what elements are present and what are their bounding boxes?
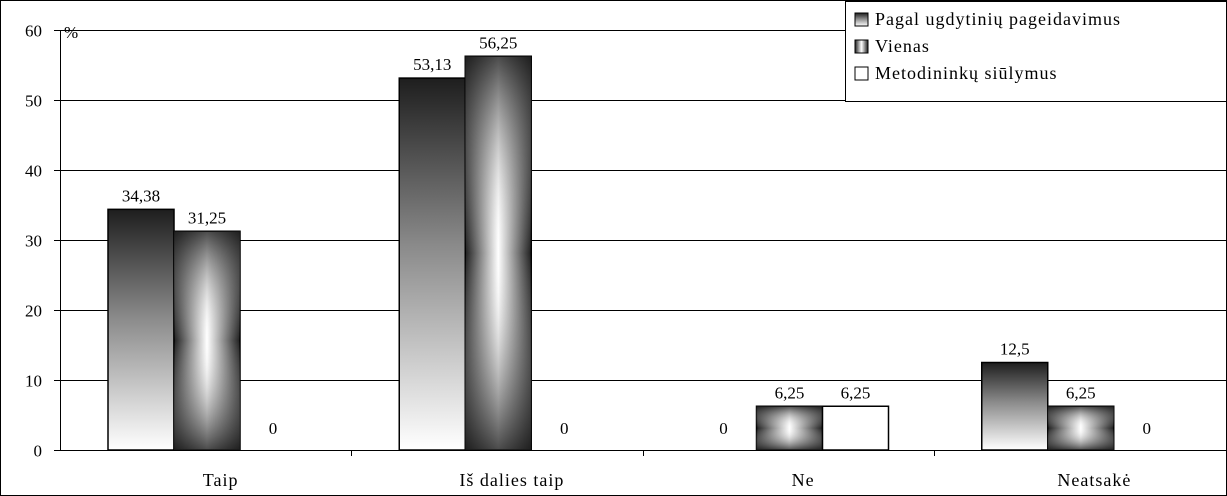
- y-tick-label: 40: [25, 162, 42, 181]
- data-label: 0: [719, 419, 728, 438]
- data-label: 0: [269, 419, 278, 438]
- bar: [821, 405, 890, 451]
- y-tick-label: 30: [25, 232, 42, 251]
- data-label: 0: [1143, 419, 1152, 438]
- bars: [107, 55, 1115, 451]
- y-tick-label: 20: [25, 302, 42, 321]
- data-label: 56,25: [479, 33, 517, 52]
- legend: Pagal ugdytinių pageidavimus Vienas Metodi…: [845, 1, 1227, 102]
- legend-box: [845, 1, 1227, 102]
- x-category-label: Taip: [203, 470, 239, 490]
- x-category-label: Ne: [792, 470, 815, 490]
- y-tick-label: 10: [25, 372, 42, 391]
- bar-shade: [1047, 406, 1114, 450]
- data-label: 12,5: [1000, 340, 1030, 359]
- y-tick-label: 50: [25, 92, 42, 111]
- data-label: 6,25: [775, 383, 805, 402]
- data-label: 0: [560, 419, 569, 438]
- y-axis: 0 10 20 30 40 50 60: [25, 22, 61, 461]
- x-category-label: Iš dalies taip: [459, 470, 564, 490]
- bar: [398, 77, 466, 451]
- data-label: 6,25: [841, 383, 871, 402]
- bar: [981, 361, 1049, 451]
- data-label: 34,38: [122, 186, 160, 205]
- data-label: 31,25: [188, 208, 226, 227]
- data-label: 6,25: [1066, 383, 1096, 402]
- legend-entry: Pagal ugdytinių pageidavimus: [875, 9, 1121, 29]
- bar: [107, 208, 175, 451]
- y-axis-unit-label: %: [64, 23, 78, 42]
- legend-entry: Vienas: [875, 36, 930, 56]
- data-labels: 34,38 31,25 0 53,13 56,25 0 0 6,25 6,25 12,5 6,25 0: [122, 33, 1151, 438]
- y-tick-label: 60: [25, 22, 42, 41]
- legend-swatch: [854, 12, 869, 27]
- bar-shade: [756, 406, 823, 450]
- legend-swatch: [854, 39, 869, 54]
- x-axis: Taip Iš dalies taip Ne Neatsakė: [60, 450, 1227, 490]
- y-tick-label: 0: [34, 442, 43, 461]
- legend-swatch: [854, 66, 869, 81]
- bar-shade: [174, 231, 240, 450]
- bar-shade: [465, 56, 532, 450]
- legend-entry: Metodininkų siūlymus: [875, 63, 1058, 83]
- x-category-label: Neatsakė: [1057, 470, 1131, 490]
- data-label: 53,13: [413, 55, 451, 74]
